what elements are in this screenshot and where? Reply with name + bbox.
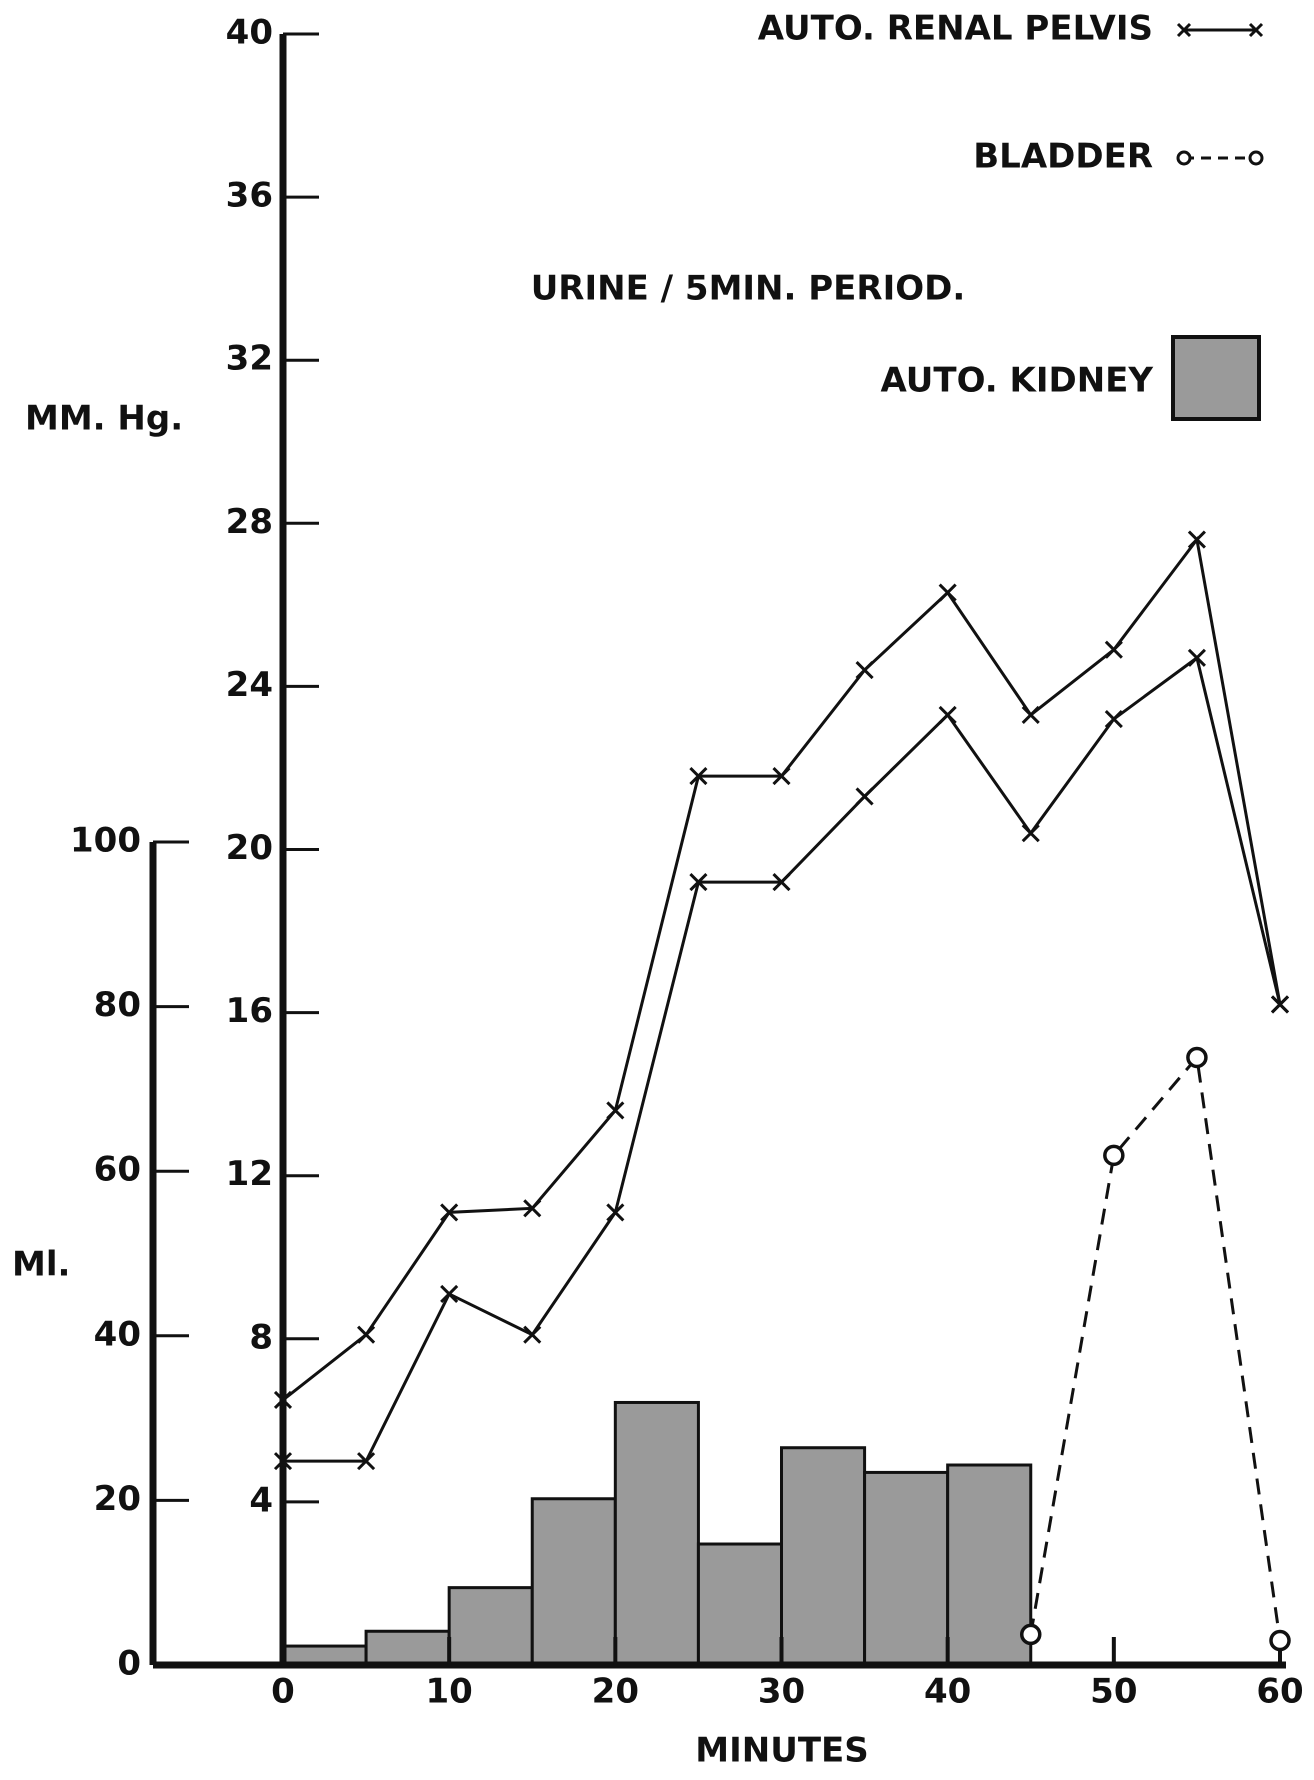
y-tick-label: 24	[226, 665, 273, 705]
point	[273, 1390, 293, 1410]
point	[440, 1284, 459, 1304]
x-tick-label: 10	[426, 1672, 473, 1712]
y-tick-label: 20	[226, 828, 273, 868]
bar	[696, 1542, 784, 1667]
point	[273, 1452, 293, 1471]
y2-tick-label: 80	[94, 985, 141, 1025]
point	[1187, 530, 1206, 549]
x-tick-label: 30	[758, 1672, 805, 1712]
x-tick-label: 60	[1256, 1672, 1303, 1712]
point	[523, 1199, 542, 1218]
y-tick-label: 36	[226, 176, 273, 216]
point	[357, 1325, 376, 1344]
point	[1186, 1046, 1208, 1069]
x-tick-label: 40	[924, 1672, 971, 1712]
point	[772, 767, 791, 786]
point	[938, 705, 957, 725]
point	[938, 583, 957, 602]
y-tick-label: 4	[249, 1480, 273, 1520]
y2-tick-label: 40	[94, 1314, 141, 1354]
point	[1021, 824, 1040, 843]
point	[689, 873, 708, 892]
y-tick-label: 16	[226, 991, 273, 1031]
y2-tick-label: 20	[94, 1479, 141, 1519]
bar	[946, 1463, 1033, 1667]
y-tick-label: 32	[226, 339, 273, 379]
legend-label: BLADDER	[973, 137, 1153, 177]
bar	[447, 1586, 534, 1667]
y-tick-label: 8	[249, 1317, 273, 1357]
point	[1270, 995, 1290, 1014]
point	[1104, 709, 1123, 729]
y-axis-label: MM. Hg.	[25, 399, 183, 439]
point	[523, 1325, 542, 1344]
bar	[530, 1497, 617, 1667]
legend-swatch	[1171, 335, 1261, 421]
y2-tick-label: 0	[117, 1644, 141, 1684]
y2-tick-label: 60	[94, 1150, 141, 1190]
point	[772, 873, 791, 892]
point	[1021, 705, 1040, 725]
bar	[364, 1629, 451, 1667]
line	[1029, 1053, 1282, 1641]
point	[1187, 648, 1206, 667]
point	[1020, 1623, 1042, 1646]
legend-label: AUTO. KIDNEY	[881, 361, 1154, 401]
point	[1103, 1144, 1125, 1167]
point	[1269, 1629, 1291, 1652]
x-tick-label: 50	[1090, 1672, 1137, 1712]
y2-axis-label: Ml.	[12, 1245, 70, 1285]
point	[606, 1203, 625, 1222]
point	[855, 661, 874, 680]
x-tick-label: 0	[271, 1672, 295, 1712]
legend-marker	[1176, 22, 1192, 38]
y-tick-label: 28	[226, 502, 273, 542]
y-tick-label: 40	[226, 13, 273, 53]
point	[357, 1452, 376, 1471]
point	[689, 767, 708, 786]
x-axis-label: MINUTES	[695, 1731, 868, 1771]
x-tick-label: 20	[592, 1672, 639, 1712]
legend-marker	[1248, 150, 1264, 166]
bar	[863, 1470, 950, 1667]
point	[1104, 640, 1123, 659]
point	[606, 1101, 625, 1120]
bar	[780, 1446, 867, 1667]
y2-tick-label: 100	[70, 821, 141, 861]
legend-label: AUTO. RENAL PELVIS	[758, 9, 1153, 49]
point	[440, 1203, 459, 1222]
y-tick-label: 12	[226, 1154, 273, 1194]
bar	[613, 1400, 700, 1667]
legend-marker	[1248, 22, 1264, 38]
point	[855, 787, 874, 806]
subtitle: URINE / 5MIN. PERIOD.	[531, 269, 966, 309]
legend-marker	[1176, 150, 1192, 166]
